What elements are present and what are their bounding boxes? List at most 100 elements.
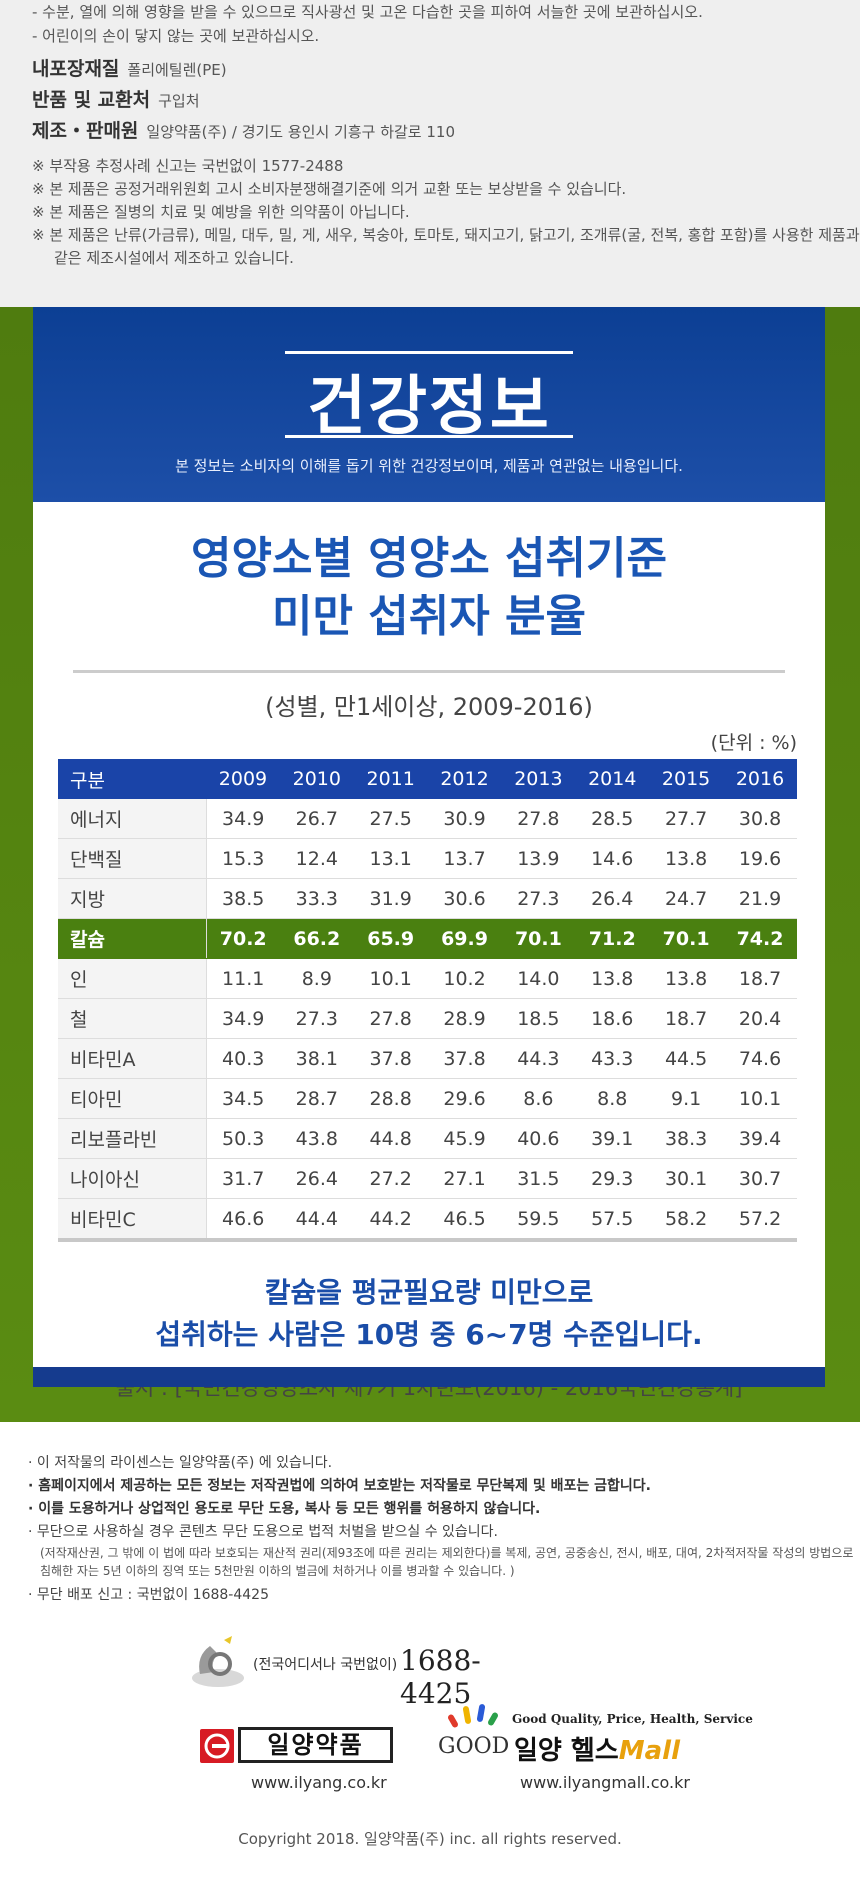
table-cell: 65.9 [353, 918, 428, 959]
table-cell: 44.5 [649, 1038, 724, 1079]
table-cell: 8.8 [575, 1078, 650, 1119]
healthmall-url-link[interactable]: www.ilyangmall.co.kr [520, 1773, 690, 1792]
table-cell: 43.3 [575, 1038, 650, 1079]
table-cell: 13.7 [427, 838, 502, 879]
notice-line: · 이를 도용하거나 상업적인 용도로 무단 도용, 복사 등 모든 행위를 허… [28, 1501, 541, 1517]
table-cell: 18.7 [723, 958, 797, 999]
health-info-card: 건강정보 본 정보는 소비자의 이해를 돕기 위한 건강정보이며, 제품과 연관… [33, 307, 825, 1400]
table-cell: 46.6 [206, 1198, 280, 1242]
column-header-year: 2011 [353, 759, 428, 799]
table-cell: 18.7 [649, 998, 724, 1039]
table-cell: 44.2 [353, 1198, 428, 1242]
table-cell: 9.1 [649, 1078, 724, 1119]
storage-line: - 수분, 열에 의해 영향을 받을 수 있으므로 직사광선 및 고온 다습한 … [32, 3, 703, 21]
table-cell: 71.2 [575, 918, 650, 959]
phone-banner: (전국어디서나 국번없이) 1688-4425 [188, 1634, 528, 1710]
table-cell: 8.6 [501, 1078, 576, 1119]
table-cell: 12.4 [279, 838, 354, 879]
table-cell: 74.2 [723, 918, 797, 959]
table-cell: 18.5 [501, 998, 576, 1039]
column-header-year: 2013 [501, 759, 576, 799]
table-unit: (단위 : %) [710, 732, 797, 754]
health-subtitle: 본 정보는 소비자의 이해를 돕기 위한 건강정보이며, 제품과 연관없는 내용… [175, 457, 683, 475]
spec-manufacturer: 제조・판매원 일양약품(주) / 경기도 용인시 기흥구 하갈로 110 [32, 120, 456, 142]
note-item: ※ 본 제품은 난류(가금류), 메밀, 대두, 밀, 게, 새우, 복숭아, … [32, 226, 860, 267]
table-cell: 66.2 [279, 918, 354, 959]
ilyang-mark-icon [200, 1729, 234, 1763]
nutrient-name: 비타민A [58, 1038, 207, 1079]
table-cell: 13.9 [501, 838, 576, 879]
nutrient-name: 철 [58, 998, 207, 1039]
nutrient-name: 나이아신 [58, 1158, 207, 1199]
table-row: 인 11.1 8.9 10.1 10.2 14.0 13.8 13.8 18.7 [58, 958, 797, 999]
table-cell: 58.2 [649, 1198, 724, 1242]
table-cell: 28.8 [353, 1078, 428, 1119]
table-cell: 11.1 [206, 958, 280, 999]
table-cell: 69.9 [427, 918, 502, 959]
copyright-text: Copyright 2018. 일양약품(주) inc. all rights … [238, 1830, 622, 1848]
table-cell: 15.3 [206, 838, 280, 879]
table-row: 칼슘 70.2 66.2 65.9 69.9 70.1 71.2 70.1 74.2 [58, 918, 797, 959]
table-cell: 26.4 [279, 1158, 354, 1199]
table-cell: 57.2 [723, 1198, 797, 1242]
table-cell: 37.8 [353, 1038, 428, 1079]
table-cell: 34.5 [206, 1078, 280, 1119]
note-item: ※ 부작용 추정사례 신고는 국번없이 1577-2488 [32, 157, 344, 175]
notice-line: · 무단으로 사용하실 경우 콘텐츠 무단 도용으로 법적 처벌을 받으실 수 … [28, 1524, 499, 1540]
table-cell: 30.9 [427, 799, 502, 839]
good-wordmark: GOOD [438, 1734, 510, 1759]
nutrient-name: 리보플라빈 [58, 1118, 207, 1159]
health-title: 건강정보 [307, 370, 551, 444]
table-cell: 26.7 [279, 799, 354, 839]
table-cell: 19.6 [723, 838, 797, 879]
table-cell: 59.5 [501, 1198, 576, 1242]
table-cell: 27.7 [649, 799, 724, 839]
notes-list: ※ 부작용 추정사례 신고는 국번없이 1577-2488 ※ 본 제품은 공정… [32, 155, 860, 270]
table-row: 철 34.9 27.3 27.8 28.9 18.5 18.6 18.7 20.4 [58, 998, 797, 1039]
table-row: 에너지 34.9 26.7 27.5 30.9 27.8 28.5 27.7 30.8 [58, 799, 797, 839]
table-cell: 44.8 [353, 1118, 428, 1159]
table-cell: 33.3 [279, 878, 354, 919]
table-cell: 31.5 [501, 1158, 576, 1199]
table-cell: 20.4 [723, 998, 797, 1039]
ilyang-url-link[interactable]: www.ilyang.co.kr [251, 1773, 387, 1792]
nutrient-name: 인 [58, 958, 207, 999]
health-info-section: 건강정보 본 정보는 소비자의 이해를 돕기 위한 건강정보이며, 제품과 연관… [0, 307, 860, 1422]
phone-number: 1688-4425 [400, 1644, 481, 1710]
table-cell: 40.3 [206, 1038, 280, 1079]
healthmall-logo[interactable]: Good Quality, Price, Health, Service GOO… [436, 1700, 753, 1770]
table-cell: 30.8 [723, 799, 797, 839]
report-line: · 무단 배포 신고 : 국번없이 1688-4425 [28, 1587, 269, 1603]
table-cell: 70.1 [501, 918, 576, 959]
table-cell: 27.5 [353, 799, 428, 839]
column-header-year: 2012 [427, 759, 502, 799]
card-bottom-bar [33, 1367, 825, 1387]
table-cell: 38.1 [279, 1038, 354, 1079]
table-cell: 38.3 [649, 1118, 724, 1159]
spec-returns: 반품 및 교환처 구입처 [32, 89, 200, 111]
table-cell: 27.3 [279, 998, 354, 1039]
table-row: 지방 38.5 33.3 31.9 30.6 27.3 26.4 24.7 21.9 [58, 878, 797, 919]
table-cell: 34.9 [206, 998, 280, 1039]
ilyang-logo[interactable]: 일양약품 [198, 1727, 395, 1765]
table-cell: 34.9 [206, 799, 280, 839]
table-cell: 45.9 [427, 1118, 502, 1159]
title-rule-top [285, 351, 573, 354]
table-cell: 10.2 [427, 958, 502, 999]
notice-line: · 홈페이지에서 제공하는 모든 정보는 저작권법에 의하여 보호받는 저작물로… [28, 1478, 651, 1494]
nutrient-name: 단백질 [58, 838, 207, 879]
table-cell: 27.8 [501, 799, 576, 839]
table-cell: 13.8 [649, 958, 724, 999]
table-cell: 28.5 [575, 799, 650, 839]
table-cell: 10.1 [723, 1078, 797, 1119]
title-rule-bottom [285, 435, 573, 438]
table-header-row: 구분 2009 2010 2011 2012 2013 2014 2015 2016 [58, 759, 797, 799]
nutrient-table: 구분 2009 2010 2011 2012 2013 2014 2015 2016 에너지 34… [58, 759, 797, 1242]
table-row: 나이아신 31.7 26.4 27.2 27.1 31.5 29.3 30.1 30.7 [58, 1158, 797, 1199]
table-row: 티아민 34.5 28.7 28.8 29.6 8.6 8.8 9.1 10.1 [58, 1078, 797, 1119]
table-cell: 13.8 [649, 838, 724, 879]
spec-list: 내포장재질 폴리에틸렌(PE) 반품 및 교환처 구입처 제조・판매원 일양약품(주)… [32, 54, 860, 147]
telephone-icon [192, 1636, 244, 1687]
note-item: ※ 본 제품은 공정거래위원회 고시 소비자분쟁해결기준에 의거 교환 또는 보… [32, 180, 627, 198]
health-header: 건강정보 본 정보는 소비자의 이해를 돕기 위한 건강정보이며, 제품과 연관… [33, 307, 825, 502]
